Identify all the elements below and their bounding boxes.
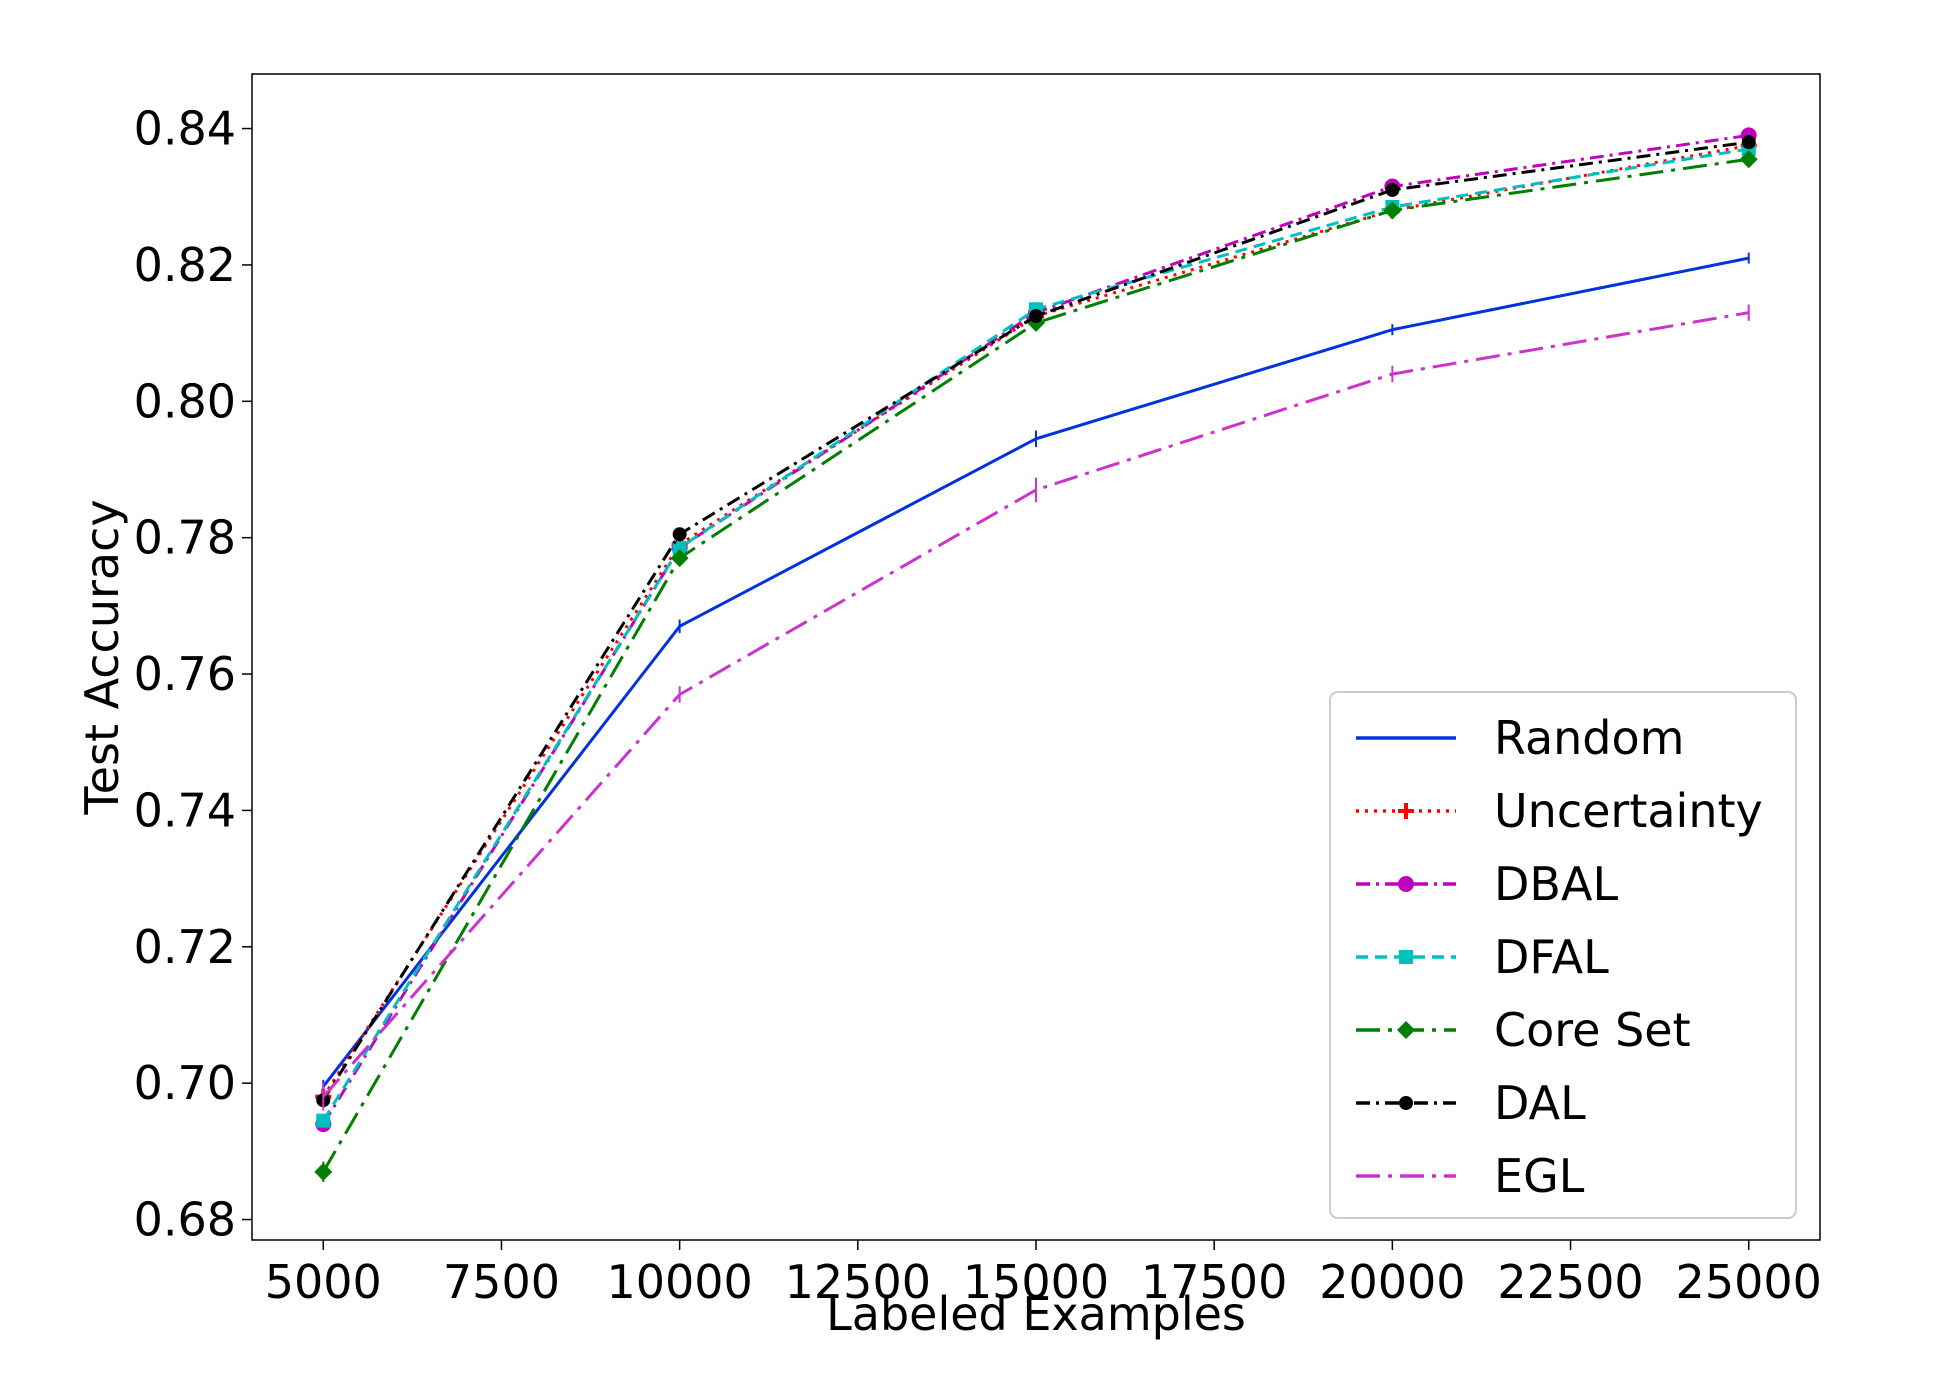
x-axis: 5000 7500 10000 12500 15000 17500 20000 22500 25…	[265, 1240, 1822, 1309]
legend-marker	[1398, 803, 1414, 819]
x-tick-label: 15000	[963, 1255, 1109, 1309]
legend-label: DBAL	[1494, 857, 1618, 911]
series-egl	[322, 304, 1750, 1111]
legend-label: Random	[1494, 711, 1684, 765]
y-tick-label: 0.70	[134, 1056, 236, 1110]
y-tick-label: 0.78	[134, 511, 236, 565]
y-axis: 0.68 0.70 0.72 0.74 0.76 0.78 0.80 0.82 0.84	[134, 102, 252, 1247]
legend-marker	[1399, 1096, 1413, 1110]
legend-label: EGL	[1494, 1149, 1585, 1203]
legend-entry: Random	[1356, 711, 1684, 765]
plot-area	[314, 127, 1758, 1183]
legend-marker	[1398, 876, 1414, 892]
data-point	[1739, 150, 1758, 169]
data-point	[672, 527, 687, 542]
x-tick-label: 22500	[1497, 1255, 1643, 1309]
legend-label: Uncertainty	[1494, 784, 1763, 838]
y-tick-label: 0.68	[134, 1193, 236, 1247]
legend-entry: DFAL	[1356, 930, 1609, 984]
legend-label: Core Set	[1494, 1003, 1691, 1057]
x-axis-title: Labeled Examples	[826, 1287, 1246, 1341]
legend: Random Uncertainty DBAL DFAL Core Set DAL EGL	[1329, 691, 1797, 1219]
data-point	[316, 1113, 331, 1128]
y-tick-label: 0.76	[134, 647, 236, 701]
y-tick-label: 0.74	[134, 783, 236, 837]
series-line	[321, 157, 1749, 1173]
legend-marker	[1397, 1021, 1415, 1039]
legend-entry: DAL	[1356, 1076, 1586, 1130]
legend-entry: EGL	[1356, 1149, 1585, 1203]
y-tick-label: 0.84	[134, 102, 236, 156]
legend-label: DAL	[1494, 1076, 1586, 1130]
x-tick-label: 10000	[606, 1255, 752, 1309]
x-tick-label: 20000	[1319, 1255, 1465, 1309]
y-tick-label: 0.72	[134, 920, 236, 974]
x-tick-label: 17500	[1141, 1255, 1287, 1309]
legend-marker	[1399, 950, 1413, 964]
data-point	[1741, 135, 1756, 150]
data-point	[1385, 182, 1400, 197]
legend-entry: Uncertainty	[1356, 784, 1763, 838]
legend-entry: Core Set	[1356, 1003, 1691, 1057]
x-tick-label: 7500	[443, 1255, 560, 1309]
x-tick-label: 5000	[265, 1255, 382, 1309]
legend-label: DFAL	[1494, 930, 1609, 984]
series-line	[322, 311, 1749, 1098]
x-tick-label: 25000	[1676, 1255, 1822, 1309]
series-dal	[316, 135, 1756, 1108]
data-point	[672, 540, 687, 555]
y-tick-label: 0.80	[134, 374, 236, 428]
legend-box	[1329, 691, 1797, 1219]
legend-entry: DBAL	[1356, 857, 1618, 911]
y-tick-label: 0.82	[134, 238, 236, 292]
x-tick-label: 12500	[785, 1255, 931, 1309]
data-point	[1029, 309, 1043, 324]
data-point	[1383, 201, 1402, 220]
data-point	[670, 549, 689, 568]
y-axis-title: Test Accuracy	[75, 499, 129, 815]
data-point	[314, 1162, 333, 1181]
